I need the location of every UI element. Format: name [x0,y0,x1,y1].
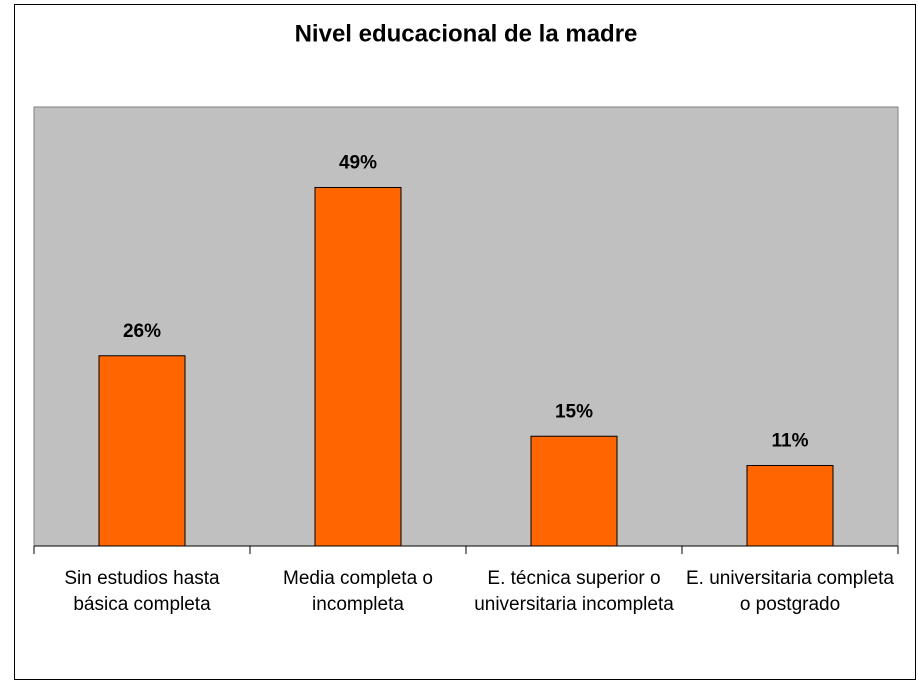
data-label: 11% [772,431,809,452]
bar [98,355,186,547]
bar [530,435,618,547]
data-label: 26% [123,321,161,342]
x-tick-label: E. universitaria completa o postgrado [685,568,895,615]
bar [314,186,402,547]
data-label: 49% [339,152,377,173]
bar [746,465,834,547]
x-tick-label: E. técnica superior o universitaria inco… [474,568,674,615]
chart-title: Nivel educacional de la madre [295,20,638,47]
x-tick-label: Sin estudios hasta básica completa [64,568,220,615]
data-label: 15% [555,401,593,422]
x-tick-label: Media completa o incompleta [283,568,433,615]
